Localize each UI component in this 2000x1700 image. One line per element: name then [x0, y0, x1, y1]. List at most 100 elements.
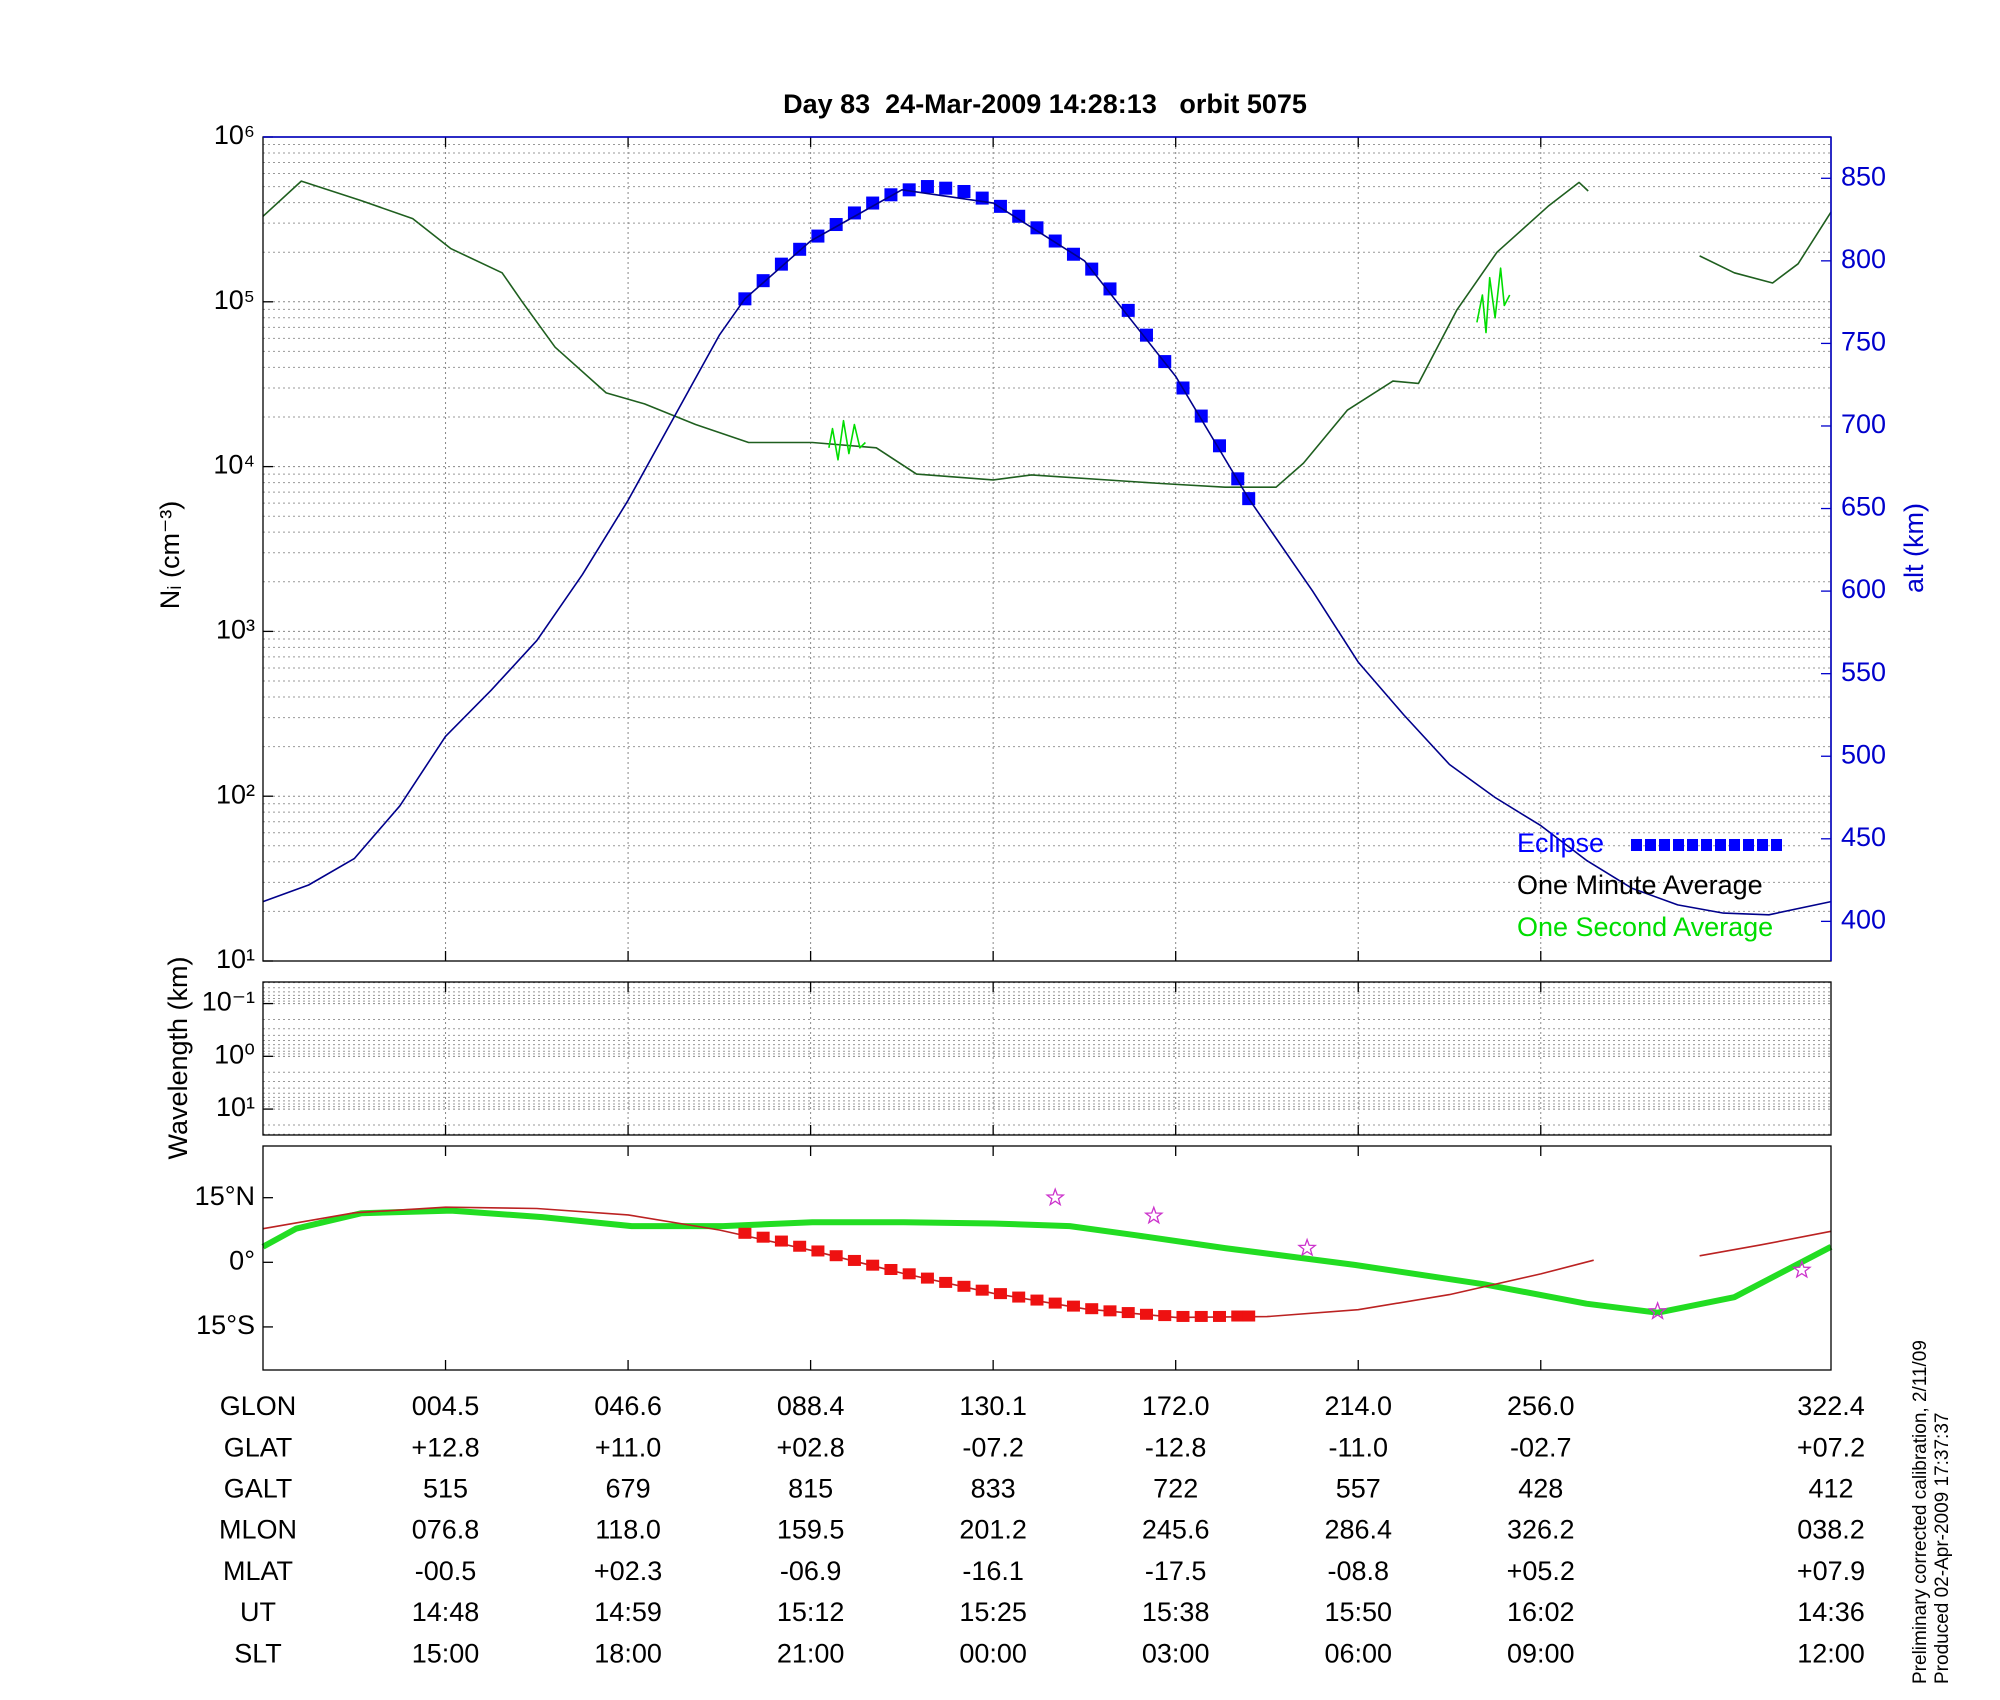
row-label: SLT — [234, 1638, 282, 1668]
data-point — [1121, 303, 1135, 317]
legend-label: Eclipse — [1517, 828, 1604, 858]
table-cell: -17.5 — [1145, 1556, 1207, 1586]
table-cell: +12.8 — [411, 1432, 479, 1462]
data-line — [261, 1207, 1833, 1316]
row-label: MLON — [219, 1515, 297, 1545]
plot-area — [263, 137, 1831, 961]
legend-swatch — [1631, 839, 1642, 851]
table-cell: 833 — [971, 1474, 1016, 1504]
y2-tick-label: 700 — [1841, 409, 1886, 439]
table-cell: 286.4 — [1324, 1515, 1392, 1545]
data-point — [756, 274, 770, 288]
data-point — [829, 1250, 843, 1262]
table-cell: 046.6 — [594, 1391, 662, 1421]
y-tick-label: 10⁵ — [214, 285, 255, 315]
y-tick-label: 10¹ — [216, 1092, 255, 1122]
data-point — [1085, 1303, 1099, 1315]
data-point — [793, 1240, 807, 1252]
legend-label: One Minute Average — [1517, 870, 1763, 900]
table-cell: 130.1 — [959, 1391, 1027, 1421]
table-cell: 06:00 — [1324, 1638, 1392, 1668]
plot-area — [263, 982, 1831, 1135]
y-axis-label: Wavelength (km) — [163, 956, 193, 1159]
data-point — [811, 1245, 825, 1257]
legend-label: One Second Average — [1517, 912, 1773, 942]
data-point — [774, 257, 788, 271]
row-label: GLON — [220, 1391, 297, 1421]
table-cell: 14:48 — [412, 1597, 480, 1627]
footnote: Preliminary corrected calibration, 2/11/… — [1910, 1340, 1931, 1684]
data-point — [1231, 1310, 1245, 1322]
data-point — [756, 1231, 770, 1243]
table-cell: +02.3 — [594, 1556, 662, 1586]
table-cell: 428 — [1518, 1474, 1563, 1504]
table-cell: +07.2 — [1797, 1432, 1865, 1462]
table-cell: +02.8 — [776, 1432, 844, 1462]
table-cell: 15:12 — [777, 1597, 845, 1627]
table-cell: 815 — [788, 1474, 833, 1504]
data-point — [866, 1259, 880, 1271]
data-point — [957, 184, 971, 198]
data-point — [902, 1268, 916, 1280]
table-cell: 15:50 — [1324, 1597, 1392, 1627]
y-axis-label: Nᵢ (cm⁻³) — [155, 501, 185, 609]
legend-swatch — [1645, 839, 1656, 851]
footnote: Produced 02-Apr-2009 17:37:37 — [1932, 1413, 1953, 1684]
data-point — [738, 1227, 752, 1239]
data-point — [1176, 1310, 1190, 1322]
y2-tick-label: 600 — [1841, 574, 1886, 604]
table-cell: -06.9 — [780, 1556, 842, 1586]
y-tick-label: 15°N — [195, 1181, 255, 1211]
y-tick-label: 10⁻¹ — [202, 987, 255, 1017]
table-cell: 004.5 — [412, 1391, 480, 1421]
data-point — [920, 180, 934, 194]
table-cell: 12:00 — [1797, 1638, 1865, 1668]
data-point — [1012, 209, 1026, 223]
legend-swatch — [1701, 839, 1712, 851]
table-cell: -02.7 — [1510, 1432, 1572, 1462]
y2-tick-label: 850 — [1841, 161, 1886, 191]
data-point — [847, 206, 861, 220]
table-cell: 201.2 — [959, 1515, 1027, 1545]
legend-swatch — [1757, 839, 1768, 851]
data-point — [1139, 1308, 1153, 1320]
table-cell: +07.9 — [1797, 1556, 1865, 1586]
legend-swatch — [1743, 839, 1754, 851]
data-point — [847, 1254, 861, 1266]
y2-tick-label: 500 — [1841, 739, 1886, 769]
table-cell: 557 — [1336, 1474, 1381, 1504]
table-cell: -00.5 — [415, 1556, 477, 1586]
table-cell: 21:00 — [777, 1638, 845, 1668]
data-point — [1212, 439, 1226, 453]
data-point — [1048, 1297, 1062, 1309]
data-line — [828, 267, 1511, 461]
table-cell: 172.0 — [1142, 1391, 1210, 1421]
data-point — [884, 1263, 898, 1275]
data-point — [975, 1284, 989, 1296]
legend-swatch — [1673, 839, 1684, 851]
data-point — [1030, 1294, 1044, 1306]
star-marker — [1143, 1205, 1164, 1225]
table-cell: 038.2 — [1797, 1515, 1865, 1545]
row-label: UT — [240, 1597, 276, 1627]
y2-tick-label: 400 — [1841, 904, 1886, 934]
chart-title: Day 83 24-Mar-2009 14:28:13 orbit 5075 — [783, 89, 1307, 119]
star-marker — [1297, 1237, 1318, 1257]
table-cell: 15:25 — [959, 1597, 1027, 1627]
legend-swatch — [1729, 839, 1740, 851]
table-cell: +05.2 — [1507, 1556, 1575, 1586]
y-tick-label: 0° — [229, 1245, 255, 1275]
y-tick-label: 10¹ — [216, 944, 255, 974]
data-point — [1103, 1305, 1117, 1317]
y2-axis-label: alt (km) — [1899, 503, 1929, 593]
table-cell: 245.6 — [1142, 1515, 1210, 1545]
star-marker — [1791, 1259, 1812, 1279]
table-cell: +11.0 — [595, 1432, 661, 1462]
y-tick-label: 10² — [216, 779, 255, 809]
table-cell: 076.8 — [412, 1515, 480, 1545]
data-point — [774, 1235, 788, 1247]
legend-swatch — [1687, 839, 1698, 851]
table-cell: 214.0 — [1324, 1391, 1392, 1421]
table-cell: -11.0 — [1328, 1432, 1388, 1462]
y-tick-label: 10⁴ — [213, 450, 255, 480]
